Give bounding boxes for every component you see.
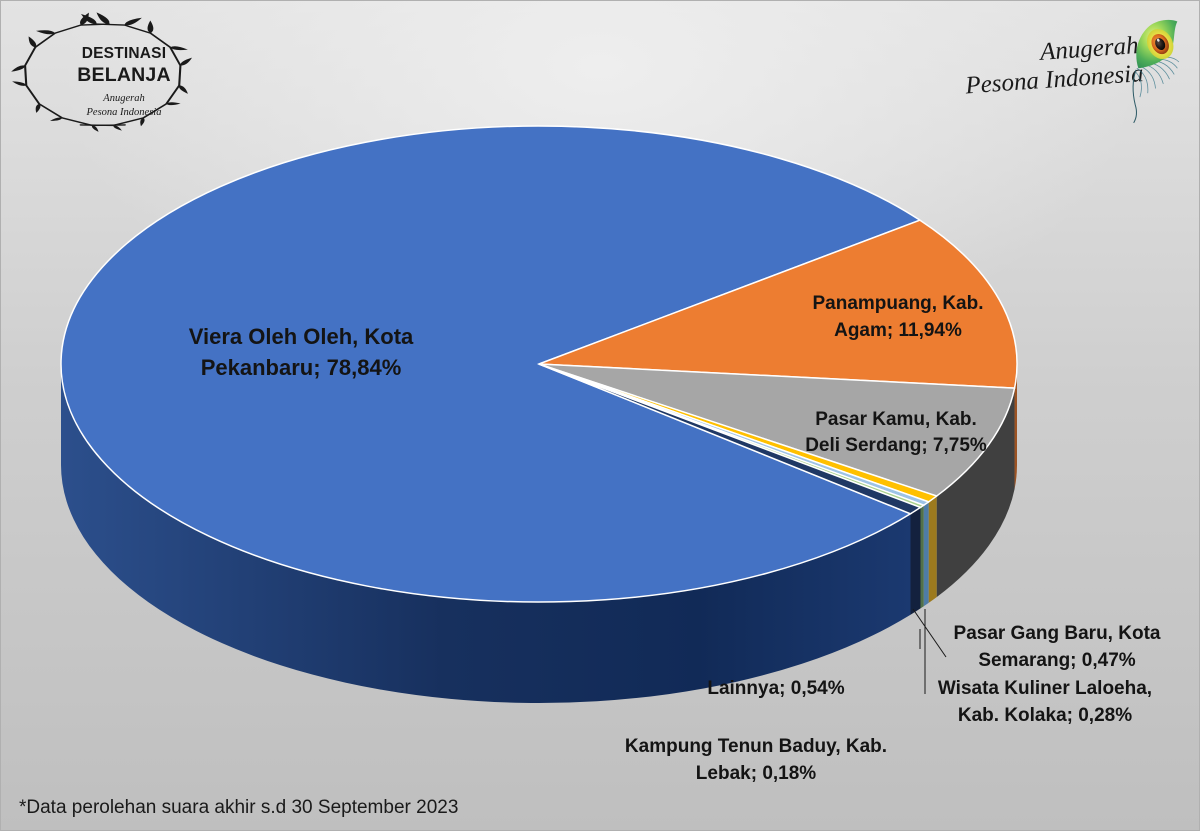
svg-text:Anugerah: Anugerah: [102, 93, 144, 104]
svg-text:Pasar Gang Baru, Kota: Pasar Gang Baru, Kota: [954, 623, 1161, 644]
svg-text:Lainnya; 0,54%: Lainnya; 0,54%: [707, 678, 844, 699]
svg-text:*Data perolehan suara akhir s.: *Data perolehan suara akhir s.d 30 Septe…: [19, 797, 458, 818]
svg-text:Kampung Tenun Baduy, Kab.: Kampung Tenun Baduy, Kab.: [625, 736, 887, 757]
svg-text:Lebak; 0,18%: Lebak; 0,18%: [696, 763, 816, 784]
svg-text:Wisata Kuliner Laloeha,: Wisata Kuliner Laloeha,: [938, 678, 1152, 699]
svg-text:Viera Oleh Oleh, Kota: Viera Oleh Oleh, Kota: [189, 324, 414, 349]
svg-text:Pasar Kamu, Kab.: Pasar Kamu, Kab.: [815, 409, 977, 430]
svg-text:Agam; 11,94%: Agam; 11,94%: [834, 320, 962, 341]
svg-text:Deli Serdang; 7,75%: Deli Serdang; 7,75%: [805, 435, 987, 456]
svg-text:Pekanbaru; 78,84%: Pekanbaru; 78,84%: [201, 355, 402, 380]
svg-text:Kab. Kolaka; 0,28%: Kab. Kolaka; 0,28%: [958, 705, 1132, 726]
svg-text:Semarang; 0,47%: Semarang; 0,47%: [978, 650, 1135, 671]
svg-text:Panampuang, Kab.: Panampuang, Kab.: [812, 293, 983, 314]
svg-text:Pesona Indonesia: Pesona Indonesia: [86, 107, 162, 118]
svg-text:DESTINASI: DESTINASI: [82, 45, 166, 62]
svg-text:BELANJA: BELANJA: [77, 64, 171, 86]
svg-text:Pesona Indonesia: Pesona Indonesia: [964, 60, 1145, 99]
